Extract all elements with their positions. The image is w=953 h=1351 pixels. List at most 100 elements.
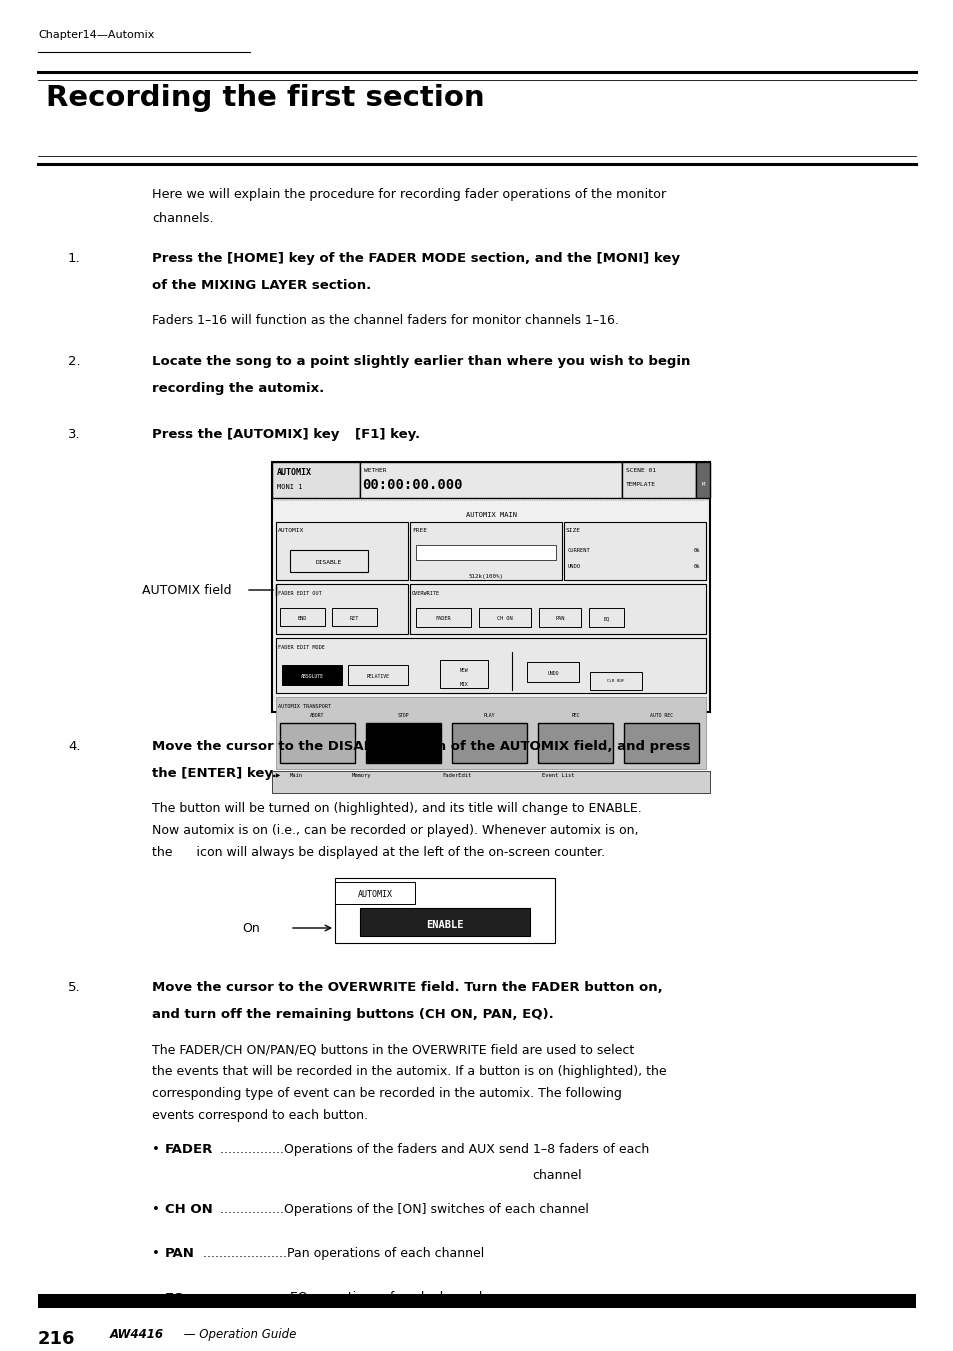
Bar [410, 521, 561, 580]
Text: ABSOLUTE: ABSOLUTE [300, 674, 323, 680]
Bar [332, 608, 376, 626]
Text: •: • [152, 1202, 160, 1216]
Bar [272, 771, 709, 793]
Bar [439, 661, 488, 688]
Text: 00:00:00.000: 00:00:00.000 [361, 478, 462, 492]
Text: The FADER/CH ON/PAN/EQ buttons in the OVERWRITE field are used to select: The FADER/CH ON/PAN/EQ buttons in the OV… [152, 1043, 634, 1056]
Text: CH ON: CH ON [165, 1202, 213, 1216]
Text: FaderEdit: FaderEdit [441, 773, 471, 778]
Text: 1.: 1. [68, 253, 81, 265]
Bar [623, 723, 699, 763]
Bar [589, 671, 641, 690]
Text: Press the [HOME] key of the FADER MODE section, and the [MONI] key: Press the [HOME] key of the FADER MODE s… [152, 253, 679, 265]
Text: Recording the first section: Recording the first section [46, 84, 484, 112]
Text: and turn off the remaining buttons (CH ON, PAN, EQ).: and turn off the remaining buttons (CH O… [152, 1008, 553, 1021]
Text: the      icon will always be displayed at the left of the on-screen counter.: the icon will always be displayed at the… [152, 846, 604, 859]
Bar [538, 608, 580, 627]
Text: ▶: ▶ [275, 773, 280, 778]
Bar [335, 878, 555, 943]
Bar [563, 521, 705, 580]
Text: PAN: PAN [165, 1247, 194, 1260]
Text: the [ENTER] key.: the [ENTER] key. [152, 767, 276, 780]
Text: CURRENT: CURRENT [567, 549, 590, 553]
Bar [410, 584, 705, 634]
Bar [335, 882, 415, 904]
Text: .........................EQ operations of each channel: .........................EQ operations o… [190, 1292, 482, 1304]
Text: AUTOMIX: AUTOMIX [276, 467, 312, 477]
Bar [275, 638, 705, 693]
Bar [275, 521, 408, 580]
Text: FREE: FREE [412, 528, 427, 534]
Text: END: END [297, 616, 307, 621]
Bar [275, 697, 705, 769]
Text: MONI 1: MONI 1 [276, 484, 302, 490]
Text: REC: REC [571, 713, 579, 717]
Text: 0k: 0k [693, 563, 700, 569]
Text: ................Operations of the faders and AUX send 1–8 faders of each: ................Operations of the faders… [220, 1143, 649, 1156]
Bar [280, 608, 325, 626]
Text: OVERWRITE: OVERWRITE [412, 590, 439, 596]
Text: events correspond to each button.: events correspond to each button. [152, 1109, 368, 1121]
Text: •: • [152, 1143, 160, 1156]
Text: 4.: 4. [68, 740, 80, 753]
Text: FADER: FADER [436, 616, 451, 621]
Text: AUTOMIX MAIN: AUTOMIX MAIN [465, 512, 516, 517]
Text: PLAY: PLAY [483, 713, 495, 717]
Text: CLR BUF: CLR BUF [607, 680, 624, 684]
Text: 3.: 3. [68, 428, 81, 440]
Text: AUTOMIX TRANSPORT: AUTOMIX TRANSPORT [277, 704, 331, 709]
Bar [478, 608, 531, 627]
Text: channel: channel [532, 1169, 581, 1182]
Text: DISABLE: DISABLE [315, 561, 342, 565]
Text: — Operation Guide: — Operation Guide [180, 1328, 296, 1342]
Bar [280, 723, 355, 763]
Text: Chapter14—Automix: Chapter14—Automix [38, 30, 154, 41]
Text: UNDO: UNDO [547, 671, 558, 676]
Text: FADER EDIT OUT: FADER EDIT OUT [277, 590, 321, 596]
Text: MIX: MIX [459, 682, 468, 688]
Bar [452, 723, 526, 763]
Text: AUTO REC: AUTO REC [649, 713, 672, 717]
Text: Memory: Memory [352, 773, 371, 778]
Text: •: • [152, 1292, 160, 1304]
Text: STOP: STOP [397, 713, 409, 717]
Text: M: M [700, 482, 704, 486]
Bar [275, 584, 408, 634]
Text: of the MIXING LAYER section.: of the MIXING LAYER section. [152, 280, 371, 292]
Text: FADER: FADER [165, 1143, 213, 1156]
Text: ENABLE: ENABLE [426, 920, 463, 929]
Text: ABORT: ABORT [310, 713, 324, 717]
Text: ................Operations of the [ON] switches of each channel: ................Operations of the [ON] s… [220, 1202, 588, 1216]
Text: corresponding type of event can be recorded in the automix. The following: corresponding type of event can be recor… [152, 1088, 621, 1100]
Bar [359, 908, 530, 936]
Text: RELATIVE: RELATIVE [366, 674, 389, 680]
Text: RET: RET [350, 616, 359, 621]
Bar [416, 608, 471, 627]
Text: EQ: EQ [165, 1292, 185, 1304]
Text: AUTOMIX: AUTOMIX [277, 528, 304, 534]
Text: PAN: PAN [555, 616, 564, 621]
Bar [272, 462, 709, 712]
Text: AUTOMIX: AUTOMIX [357, 890, 392, 898]
Text: UNDO: UNDO [567, 563, 580, 569]
Text: Here we will explain the procedure for recording fader operations of the monitor: Here we will explain the procedure for r… [152, 188, 665, 201]
Bar [416, 544, 556, 561]
Text: On: On [242, 921, 259, 935]
Bar [282, 665, 341, 685]
Text: Now automix is on (i.e., can be recorded or played). Whenever automix is on,: Now automix is on (i.e., can be recorded… [152, 824, 638, 838]
Text: [F1] key.: [F1] key. [355, 428, 419, 440]
Bar [696, 462, 709, 499]
Text: 0k: 0k [693, 549, 700, 553]
Bar [290, 550, 368, 571]
Text: SIZE: SIZE [565, 528, 580, 534]
Text: NEW: NEW [459, 667, 468, 673]
Text: 216: 216 [38, 1329, 75, 1348]
Text: TEMPLATE: TEMPLATE [625, 482, 656, 486]
Text: Event List: Event List [541, 773, 574, 778]
Bar [348, 665, 408, 685]
Text: .....................Pan operations of each channel: .....................Pan operations of e… [203, 1247, 484, 1260]
Text: the events that will be recorded in the automix. If a button is on (highlighted): the events that will be recorded in the … [152, 1065, 666, 1078]
Text: •: • [152, 1247, 160, 1260]
Bar [537, 723, 613, 763]
Bar [366, 723, 440, 763]
